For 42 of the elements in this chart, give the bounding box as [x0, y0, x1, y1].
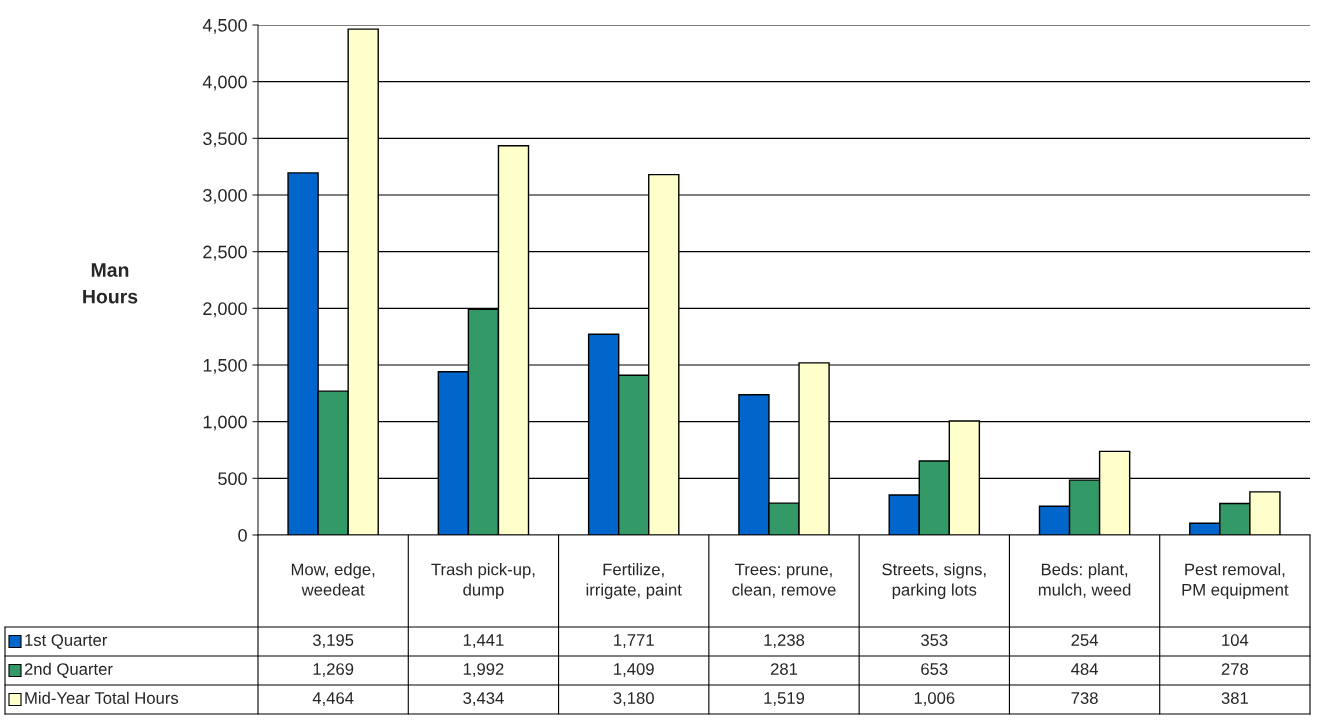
legend-label: 2nd Quarter	[24, 662, 113, 678]
x-tick-label: Mow, edge, weedeat	[291, 563, 375, 596]
data-label: 3,195	[312, 634, 354, 648]
data-label: 1,771	[614, 634, 654, 648]
y-tick-label: 1,000	[203, 415, 247, 431]
data-label: 104	[1222, 634, 1249, 646]
y-tick-label: 1,500	[203, 358, 247, 374]
y-tick-label: 3,500	[203, 132, 247, 148]
y-tick-label: 3,000	[203, 188, 247, 204]
data-label: 3,434	[463, 692, 504, 706]
y-tick-label: 4,000	[202, 75, 247, 91]
x-tick-label: Trees: prune, clean, remove	[732, 563, 836, 598]
data-label: 353	[921, 634, 948, 646]
data-label: 4,464	[312, 692, 354, 706]
y-tick-label: 2,000	[203, 302, 247, 318]
data-label: 1,992	[463, 663, 504, 677]
data-label: 281	[770, 663, 798, 675]
x-tick-label: Streets, signs, parking lots	[882, 563, 986, 599]
data-label: 653	[921, 663, 948, 675]
y-tick-label: 4,500	[202, 18, 247, 34]
y-tick-label: 2,500	[203, 245, 247, 261]
legend-label: Mid-Year Total Hours	[25, 691, 179, 704]
data-label: 1,006	[914, 692, 955, 706]
x-tick-label: Fertilize, irrigate, paint	[586, 563, 682, 599]
x-tick-label: Beds: plant, mulch, weed	[1038, 563, 1131, 598]
data-label: 3,180	[613, 692, 654, 706]
legend-label: 1st Quarter	[25, 634, 108, 649]
data-label: 484	[1071, 663, 1098, 675]
y-axis-title: Man Hours	[83, 263, 138, 304]
x-tick-label: Trash pick-up, dump	[431, 563, 535, 599]
data-label: 1,409	[614, 663, 654, 677]
data-label: 738	[1071, 692, 1098, 704]
data-label: 381	[1221, 692, 1248, 704]
data-label: 278	[1221, 663, 1249, 675]
data-label: 1,519	[764, 692, 805, 706]
y-tick-label: 500	[218, 472, 247, 486]
y-tick-label: 0	[238, 528, 247, 542]
x-tick-label: Pest removal, PM equipment	[1182, 563, 1289, 599]
data-label: 1,269	[313, 663, 354, 677]
data-label: 1,238	[764, 634, 805, 648]
data-label: 1,441	[463, 634, 504, 648]
data-label: 254	[1071, 634, 1098, 646]
